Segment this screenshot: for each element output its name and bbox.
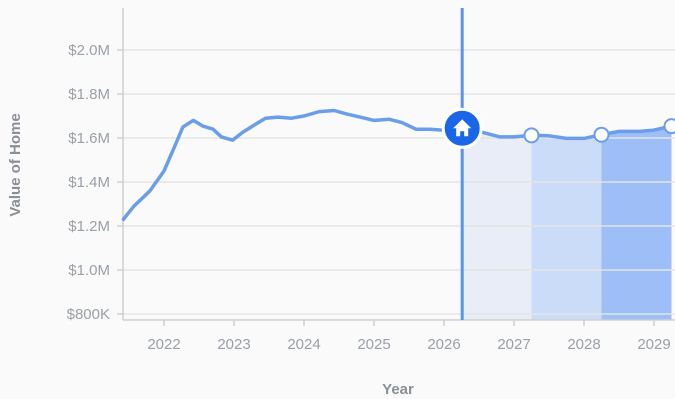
y-tick-label: $1.6M xyxy=(68,130,110,147)
series-layer xyxy=(121,108,674,222)
home-icon xyxy=(453,119,472,137)
x-tick-label: 2029 xyxy=(637,336,670,353)
forecast-point xyxy=(663,118,675,135)
x-tick-label: 2028 xyxy=(567,336,600,353)
forecast-band-1 xyxy=(462,129,532,320)
y-tick-label: $800K xyxy=(67,306,110,323)
axes xyxy=(122,8,675,321)
x-tick-label: 2026 xyxy=(427,336,460,353)
y-tick-label: $1.2M xyxy=(68,218,110,235)
y-tick-label: $2.0M xyxy=(68,42,110,59)
home-value-line xyxy=(121,108,674,222)
x-tick-labels: 2022 2023 2024 2025 2026 2027 2028 2029 xyxy=(147,320,671,353)
x-tick-label: 2027 xyxy=(497,336,530,353)
x-tick-label: 2025 xyxy=(357,336,390,353)
forecast-points xyxy=(523,118,675,144)
forecast-band-3 xyxy=(601,126,672,321)
y-axis-title: Value of Home xyxy=(7,113,24,216)
forecast-band-2 xyxy=(531,134,602,320)
x-axis-title: Year xyxy=(382,381,414,398)
cursor-layer[interactable] xyxy=(441,8,483,320)
y-tick-label: $1.8M xyxy=(68,86,110,103)
y-tick-label: $1.4M xyxy=(68,174,110,191)
y-tick-labels: $800K $1.0M $1.2M $1.4M $1.6M $1.8M $2.0M xyxy=(67,42,123,323)
forecast-bands xyxy=(462,126,672,321)
y-tick-label: $1.0M xyxy=(68,262,110,279)
x-tick-label: 2022 xyxy=(147,336,180,353)
forecast-point xyxy=(523,127,540,144)
forecast-point xyxy=(593,126,610,143)
x-tick-label: 2023 xyxy=(217,336,250,353)
gridlines xyxy=(123,49,675,315)
x-tick-label: 2024 xyxy=(287,336,320,353)
